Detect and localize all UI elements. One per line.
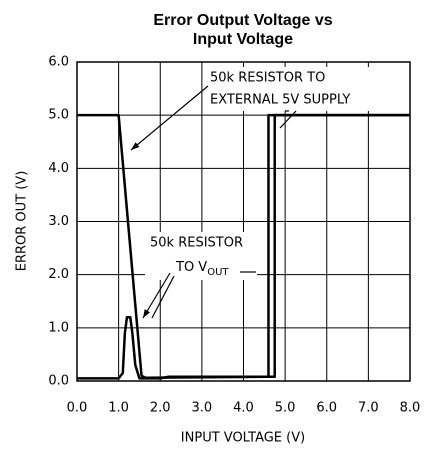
arrow-head bbox=[143, 309, 150, 318]
x-tick-label: 2.0 bbox=[150, 401, 171, 416]
annotation-arrow bbox=[130, 85, 209, 151]
annotation-subscript: OUT bbox=[207, 267, 229, 278]
annotation-leader bbox=[279, 110, 297, 129]
annotation-text: EXTERNAL 5V SUPPLY bbox=[210, 93, 350, 108]
y-tick-label: 5.0 bbox=[48, 108, 69, 123]
data-line bbox=[77, 113, 410, 380]
annotation-text: TO V bbox=[175, 260, 207, 275]
chart-title: Error Output Voltage vs bbox=[153, 12, 332, 29]
x-tick-label: 8.0 bbox=[400, 401, 421, 416]
x-axis-label: INPUT VOLTAGE (V) bbox=[181, 431, 305, 446]
annotation-bg bbox=[205, 67, 405, 111]
x-tick-label: 0.0 bbox=[67, 401, 88, 416]
x-tick-label: 4.0 bbox=[233, 401, 254, 416]
annotation-leader bbox=[151, 275, 175, 319]
y-tick-label: 1.0 bbox=[48, 320, 69, 335]
y-tick-label: 4.0 bbox=[48, 161, 69, 176]
annotation-text: TO VOUT bbox=[175, 260, 229, 279]
x-tick-label: 5.0 bbox=[275, 401, 296, 416]
annotation-text: 50k RESISTOR bbox=[150, 236, 243, 251]
y-tick-label: 2.0 bbox=[48, 267, 69, 282]
plot-frame bbox=[76, 61, 411, 382]
arrow-head bbox=[131, 142, 140, 150]
y-axis-label: ERROR OUT (V) bbox=[15, 171, 30, 272]
x-tick-label: 7.0 bbox=[358, 401, 379, 416]
y-tick-label: 0.0 bbox=[48, 374, 69, 389]
x-tick-label: 3.0 bbox=[192, 401, 213, 416]
x-tick-label: 6.0 bbox=[316, 401, 337, 416]
y-tick-label: 6.0 bbox=[48, 55, 69, 70]
annotation-arrow bbox=[142, 272, 171, 319]
chart-title: Input Voltage bbox=[193, 31, 293, 48]
y-tick-label: 3.0 bbox=[48, 214, 69, 229]
annotation-text: 50k RESISTOR TO bbox=[210, 71, 325, 86]
x-tick-label: 1.0 bbox=[108, 401, 129, 416]
annotation-bg bbox=[145, 232, 257, 280]
